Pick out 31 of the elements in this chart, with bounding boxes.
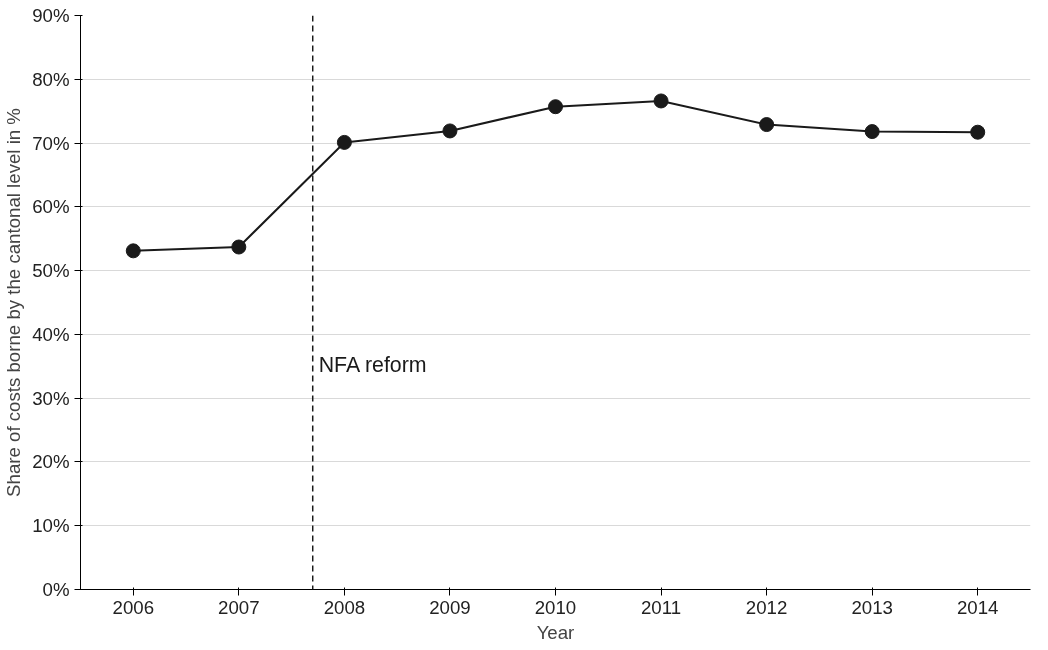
x-tick-label: 2012	[745, 596, 788, 618]
x-tick-label: 2011	[641, 596, 682, 618]
point	[653, 93, 669, 109]
ref-line-label: NFA reform	[318, 353, 427, 378]
x-axis-title: Year	[536, 621, 575, 643]
x-tick-label: 2013	[851, 596, 893, 618]
y-tick-label: 20%	[32, 451, 70, 473]
x-tick-label: 2010	[534, 596, 577, 618]
y-tick-label: 0%	[42, 579, 70, 600]
y-tick-label: 10%	[32, 515, 70, 537]
point	[548, 99, 563, 115]
x-tick-label: 2008	[323, 596, 366, 618]
y-tick-label: 60%	[32, 196, 70, 218]
x-tick-label: 2006	[112, 596, 155, 618]
y-tick-label: 40%	[32, 323, 70, 345]
point	[442, 123, 458, 139]
point	[231, 239, 247, 255]
x-tick-label: 2007	[218, 596, 260, 618]
point	[759, 117, 775, 133]
point	[125, 243, 141, 259]
y-tick-label: 30%	[32, 387, 70, 409]
point	[336, 134, 352, 150]
point	[970, 124, 986, 140]
point	[864, 124, 880, 140]
x-tick-label: 2014	[956, 596, 999, 618]
y-tick-label: 90%	[32, 5, 70, 26]
x-tick-label: 2009	[429, 596, 471, 618]
y-tick-label: 50%	[32, 260, 70, 282]
y-tick-label: 80%	[32, 68, 70, 90]
y-axis-title: Share of costs borne by the cantonal level in %	[3, 108, 25, 497]
y-tick-label: 70%	[32, 132, 70, 154]
